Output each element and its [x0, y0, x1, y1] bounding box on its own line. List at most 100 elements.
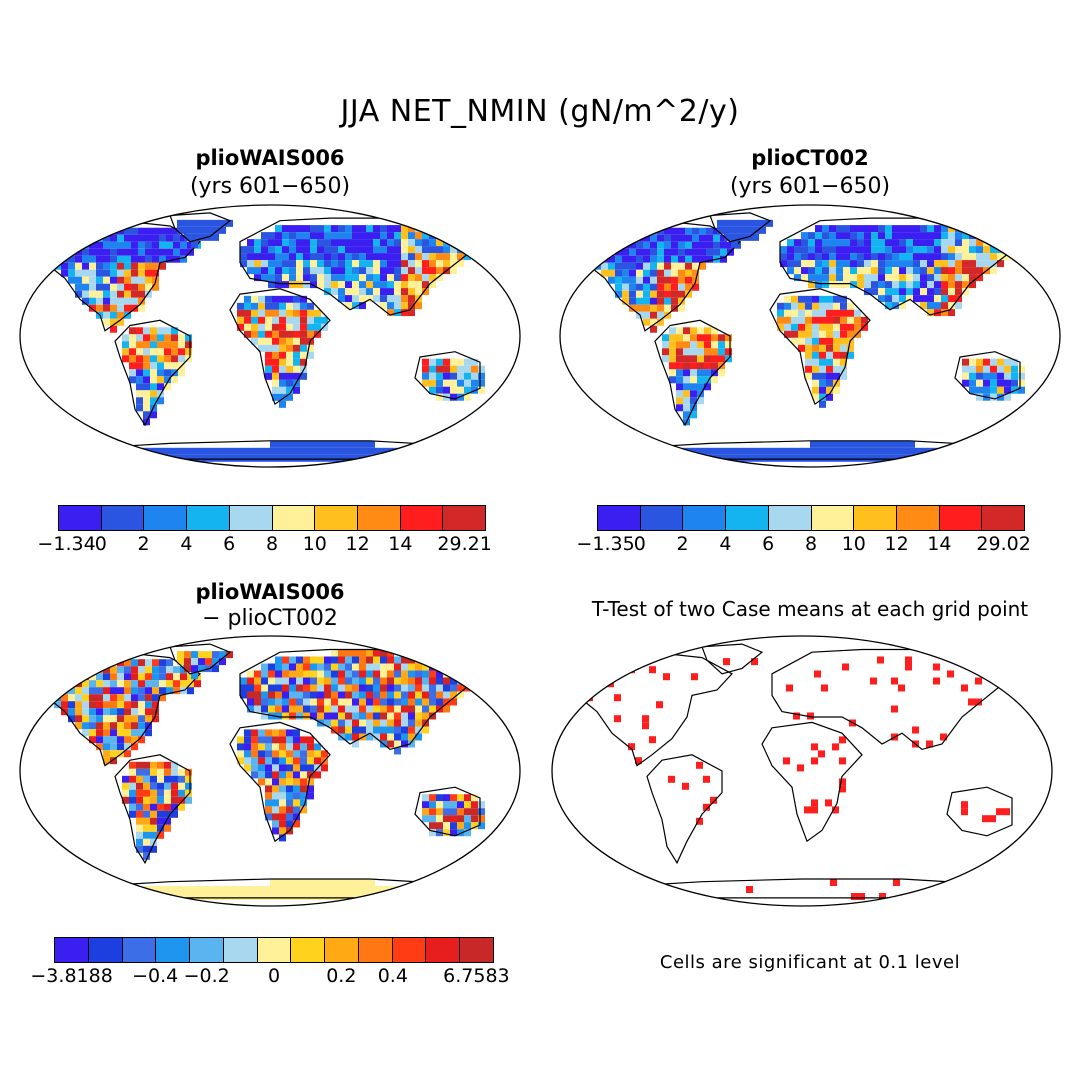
- colorbar-3-cell: [156, 938, 191, 962]
- colorbar-1-cell: [187, 506, 230, 530]
- colorbar-1-tick-label: 8: [265, 533, 279, 555]
- colorbar-3-cell: [291, 938, 326, 962]
- colorbar-2-tick-label: 6: [762, 533, 775, 555]
- colorbar-2-cell: [811, 506, 855, 530]
- coastline-australia: [954, 351, 1021, 400]
- colorbar-2-cell: [726, 506, 769, 530]
- map-1-border: [19, 204, 521, 468]
- coastline-south-america: [646, 754, 723, 865]
- colorbar-3-tick-label: −0.2: [183, 965, 230, 987]
- map-4-group: [551, 635, 1053, 907]
- coastline-australia: [946, 786, 1013, 837]
- coastline-greenland: [701, 643, 764, 675]
- coastline-antarctica: [591, 878, 1014, 899]
- coastline-africa: [761, 721, 863, 843]
- colorbar-1-cell: [144, 506, 188, 530]
- colorbar-2-cell: [896, 506, 940, 530]
- colorbar-1-cell: [101, 506, 145, 530]
- colorbar-1-cells: [58, 505, 486, 531]
- colorbar-3-cell: [190, 938, 224, 962]
- panel-1-subtitle: (yrs 601−650): [189, 174, 351, 199]
- panel-3-subtitle: − plioCT002: [202, 606, 338, 631]
- colorbar-3-labels: −3.8188 −0.4 −0.2 0 0.2 0.4 6.7583: [30, 963, 509, 987]
- coastline-australia: [414, 351, 481, 400]
- panel-1-title: plioWAIS006: [195, 146, 345, 170]
- coastline-south-america: [114, 754, 191, 865]
- panel-3-title: plioWAIS006: [195, 580, 345, 604]
- colorbar-3-cell: [223, 938, 258, 962]
- colorbar-1-cell: [400, 506, 444, 530]
- colorbar-2-tick-label: 10: [841, 533, 866, 555]
- colorbar-2-cell: [854, 506, 897, 530]
- colorbar-3-cell: [358, 938, 393, 962]
- map-2-land: [579, 212, 1032, 462]
- panel-2-title: plioCT002: [751, 146, 869, 170]
- colorbar-3-cell: [460, 938, 493, 962]
- map-4-land: [571, 643, 1024, 900]
- colorbar-2-tick-label: 12: [884, 533, 909, 555]
- colorbar-2: −1.35 0 2 4 6 8 10 12 14 29.02: [576, 505, 1031, 555]
- colorbar-3-tick-label: 0.4: [377, 965, 408, 987]
- colorbar-1-cell: [59, 506, 102, 530]
- significance-note: Cells are significant at 0.1 level: [659, 952, 961, 973]
- coastline-greenland: [169, 212, 232, 243]
- colorbar-2-tick-label: 0: [633, 533, 646, 555]
- colorbar-1-tick-label: 12: [345, 533, 370, 555]
- coastline-south-america: [114, 319, 191, 427]
- panel-2-subtitle: (yrs 601−650): [729, 174, 891, 199]
- colorbar-3-cell: [325, 938, 359, 962]
- map-1-land: [39, 212, 492, 462]
- colorbar-3-cell: [392, 938, 427, 962]
- map-3-group: [19, 635, 521, 907]
- colorbar-3-tick-label: 6.7583: [443, 965, 510, 987]
- colorbar-3: −3.8188 −0.4 −0.2 0 0.2 0.4 6.7583: [30, 937, 510, 987]
- colorbar-1-tick-label: 0: [94, 533, 107, 555]
- colorbar-2-cell: [683, 506, 727, 530]
- colorbar-2-tick-label: 14: [927, 533, 952, 555]
- coastline-australia: [414, 786, 481, 837]
- colorbar-1-tick-label: 4: [180, 533, 193, 555]
- map-1-group: [19, 204, 521, 468]
- colorbar-2-cell: [598, 506, 641, 530]
- colorbar-1-tick-label: 6: [223, 533, 236, 555]
- colorbar-3-cell: [88, 938, 123, 962]
- coastline-south-america: [654, 319, 731, 427]
- colorbar-1-cell: [272, 506, 316, 530]
- colorbar-1-tick-label: −1.34: [37, 533, 96, 555]
- coastline-north-america: [571, 651, 733, 767]
- colorbar-2-tick-label: 29.02: [976, 533, 1031, 555]
- colorbar-2-cell: [640, 506, 684, 530]
- colorbar-2-tick-label: 8: [804, 533, 818, 555]
- map-3-land: [39, 643, 492, 900]
- colorbar-3-tick-label: −3.8188: [30, 965, 113, 987]
- colorbar-1-tick-label: 14: [388, 533, 413, 555]
- coastline-greenland: [169, 643, 232, 675]
- colorbar-3-cell: [122, 938, 157, 962]
- colorbar-1-cell: [315, 506, 358, 530]
- panel-4-title: T-Test of two Case means at each grid po…: [591, 597, 1029, 621]
- colorbar-1-tick-label: 29.21: [437, 533, 492, 555]
- colorbar-1-tick-label: 2: [137, 533, 150, 555]
- colorbar-1-tick-label: 10: [302, 533, 327, 555]
- colorbar-2-tick-label: −1.35: [576, 533, 635, 555]
- map-2-group: [559, 204, 1061, 468]
- coastline-africa: [229, 288, 331, 406]
- colorbar-2-tick-label: 4: [719, 533, 732, 555]
- map-3-border: [19, 635, 521, 907]
- colorbar-3-cell: [55, 938, 89, 962]
- coastline-africa: [769, 288, 871, 406]
- colorbar-1-cell: [357, 506, 401, 530]
- colorbar-2-cell: [768, 506, 812, 530]
- colorbar-2-tick-label: 2: [676, 533, 689, 555]
- colorbar-2-cell: [982, 506, 1025, 530]
- colorbar-3-tick-label: 0.2: [326, 965, 357, 987]
- coastline-greenland: [709, 212, 772, 243]
- colorbar-3-cell: [257, 938, 292, 962]
- colorbar-1-labels: −1.34 0 2 4 6 8 10 12 14 29.21: [37, 531, 491, 555]
- colorbar-3-cells: [54, 937, 494, 963]
- colorbar-1-cell: [443, 506, 486, 530]
- colorbar-2-labels: −1.35 0 2 4 6 8 10 12 14 29.02: [576, 531, 1030, 555]
- colorbar-1: −1.34 0 2 4 6 8 10 12 14 29.21: [37, 505, 492, 555]
- colorbar-2-cell: [939, 506, 983, 530]
